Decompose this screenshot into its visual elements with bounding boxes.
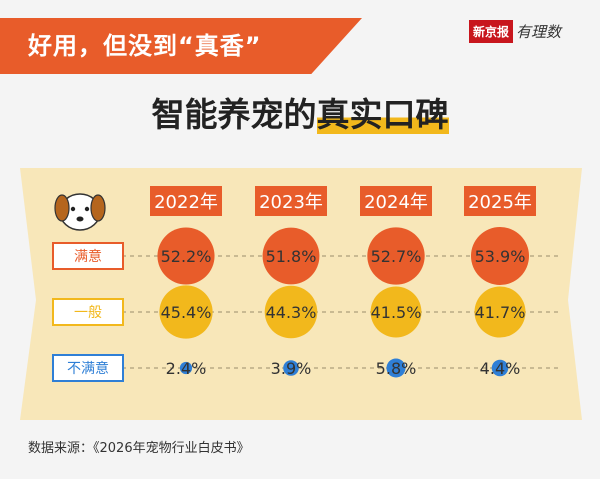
bubble-0-3 (471, 227, 529, 285)
header-banner: 好用，但没到“真香” (0, 18, 362, 74)
bubble-0-1 (262, 227, 320, 285)
year-header-bg-0 (150, 186, 222, 216)
data-source: 数据来源：《2026年宠物行业白皮书》 (28, 441, 250, 456)
bubble-0-2 (367, 227, 425, 285)
bubble-1-0 (159, 285, 213, 339)
year-header-bg-3 (464, 186, 536, 216)
value-label-0-0: 52.2% (161, 247, 212, 266)
bubble-0-0 (157, 227, 215, 285)
brand-logo: 新京报 有理数 (469, 18, 561, 44)
title-part-2-highlight: 真实口碑 (316, 95, 449, 134)
bubble-2-3 (491, 359, 509, 377)
row-label-1: 一般 (74, 305, 102, 321)
value-label-1-1: 44.3% (266, 303, 317, 322)
year-header-2: 2024年 (364, 192, 428, 213)
value-label-2-3: 4.4% (480, 359, 521, 378)
dog-eye-left (70, 206, 76, 212)
row-label-box-1 (52, 298, 124, 326)
row-label-0: 满意 (74, 248, 102, 265)
bubble-2-0 (179, 361, 193, 375)
value-label-1-3: 41.7% (475, 303, 526, 322)
year-header-0: 2022年 (154, 192, 218, 213)
bubble-1-2 (370, 286, 422, 338)
row-label-box-2 (52, 354, 124, 382)
row-label-box-0 (52, 242, 124, 270)
value-label-0-3: 53.9% (475, 247, 526, 266)
year-header-1: 2023年 (259, 192, 323, 213)
dog-icon (54, 193, 106, 231)
brand-name: 新京报 (469, 19, 514, 43)
value-label-0-1: 51.8% (266, 247, 317, 266)
dog-eye-right (84, 206, 90, 212)
dog-nose (76, 216, 84, 222)
year-header-3: 2025年 (468, 192, 532, 213)
dog-ear-right (90, 194, 106, 222)
title-part-1: 智能养宠的 (151, 95, 317, 134)
bubble-1-1 (264, 285, 318, 339)
value-label-2-1: 3.9% (271, 359, 312, 378)
dog-ear-left (54, 194, 70, 222)
value-label-2-0: 2.4% (166, 359, 207, 378)
brand-sub: 有理数 (516, 22, 562, 41)
year-header-bg-2 (360, 186, 432, 216)
value-label-0-2: 52.7% (371, 247, 422, 266)
value-label-2-2: 5.8% (376, 359, 417, 378)
value-label-1-2: 41.5% (371, 303, 422, 322)
row-label-2: 不满意 (67, 360, 109, 377)
bubble-2-1 (283, 360, 299, 376)
banner-text: 好用，但没到“真香” (28, 32, 262, 60)
bubble-2-2 (386, 358, 406, 378)
year-header-bg-1 (255, 186, 327, 216)
value-label-1-0: 45.4% (161, 303, 212, 322)
page-title: 智能养宠的真实口碑 (0, 88, 600, 136)
bubble-1-3 (474, 286, 526, 338)
